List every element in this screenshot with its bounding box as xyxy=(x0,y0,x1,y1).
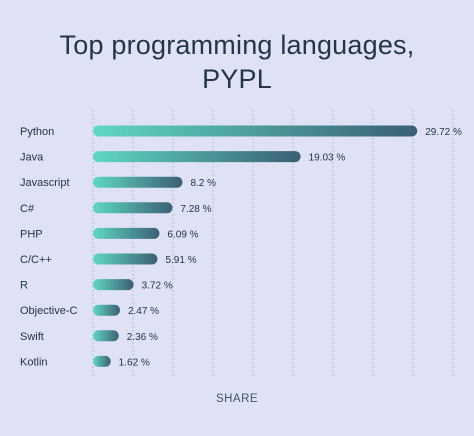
category-label: C# xyxy=(20,203,35,215)
bar xyxy=(93,151,301,163)
category-label: PHP xyxy=(20,228,43,240)
category-label: Javascript xyxy=(20,177,70,189)
bar xyxy=(93,279,134,291)
category-label: C/C++ xyxy=(20,254,52,266)
value-label: 5.91 % xyxy=(165,255,196,266)
bar xyxy=(93,176,183,188)
chart-title-line-1: Top programming languages, xyxy=(59,30,415,60)
category-label: Swift xyxy=(20,331,44,343)
bar xyxy=(93,304,120,316)
value-label: 6.09 % xyxy=(167,229,198,240)
category-label: R xyxy=(20,280,28,292)
bar xyxy=(93,227,160,239)
bar xyxy=(93,330,119,342)
bar xyxy=(93,125,418,137)
share-button[interactable]: SHARE xyxy=(215,393,259,405)
bar xyxy=(93,253,158,265)
category-label: Objective-C xyxy=(20,305,78,317)
value-label: 3.72 % xyxy=(142,281,173,292)
category-label: Java xyxy=(20,152,44,164)
chart-title-line-2: PYPL xyxy=(202,64,272,94)
category-label: Kotlin xyxy=(20,356,48,368)
value-label: 2.47 % xyxy=(128,306,159,317)
category-label: Python xyxy=(20,126,54,138)
chart-bars: Python 29.72 % Java 19.03 % Javascript 8.2 % C… xyxy=(20,125,462,368)
value-label: 19.03 % xyxy=(309,153,346,164)
value-label: 29.72 % xyxy=(425,127,462,138)
value-label: 8.2 % xyxy=(190,178,216,189)
value-label: 1.62 % xyxy=(119,357,150,368)
bar xyxy=(93,355,111,367)
bar xyxy=(93,202,173,214)
value-label: 7.28 % xyxy=(180,204,211,215)
value-label: 2.36 % xyxy=(127,332,158,343)
chart-title: Top programming languages, PYPL xyxy=(0,28,474,96)
